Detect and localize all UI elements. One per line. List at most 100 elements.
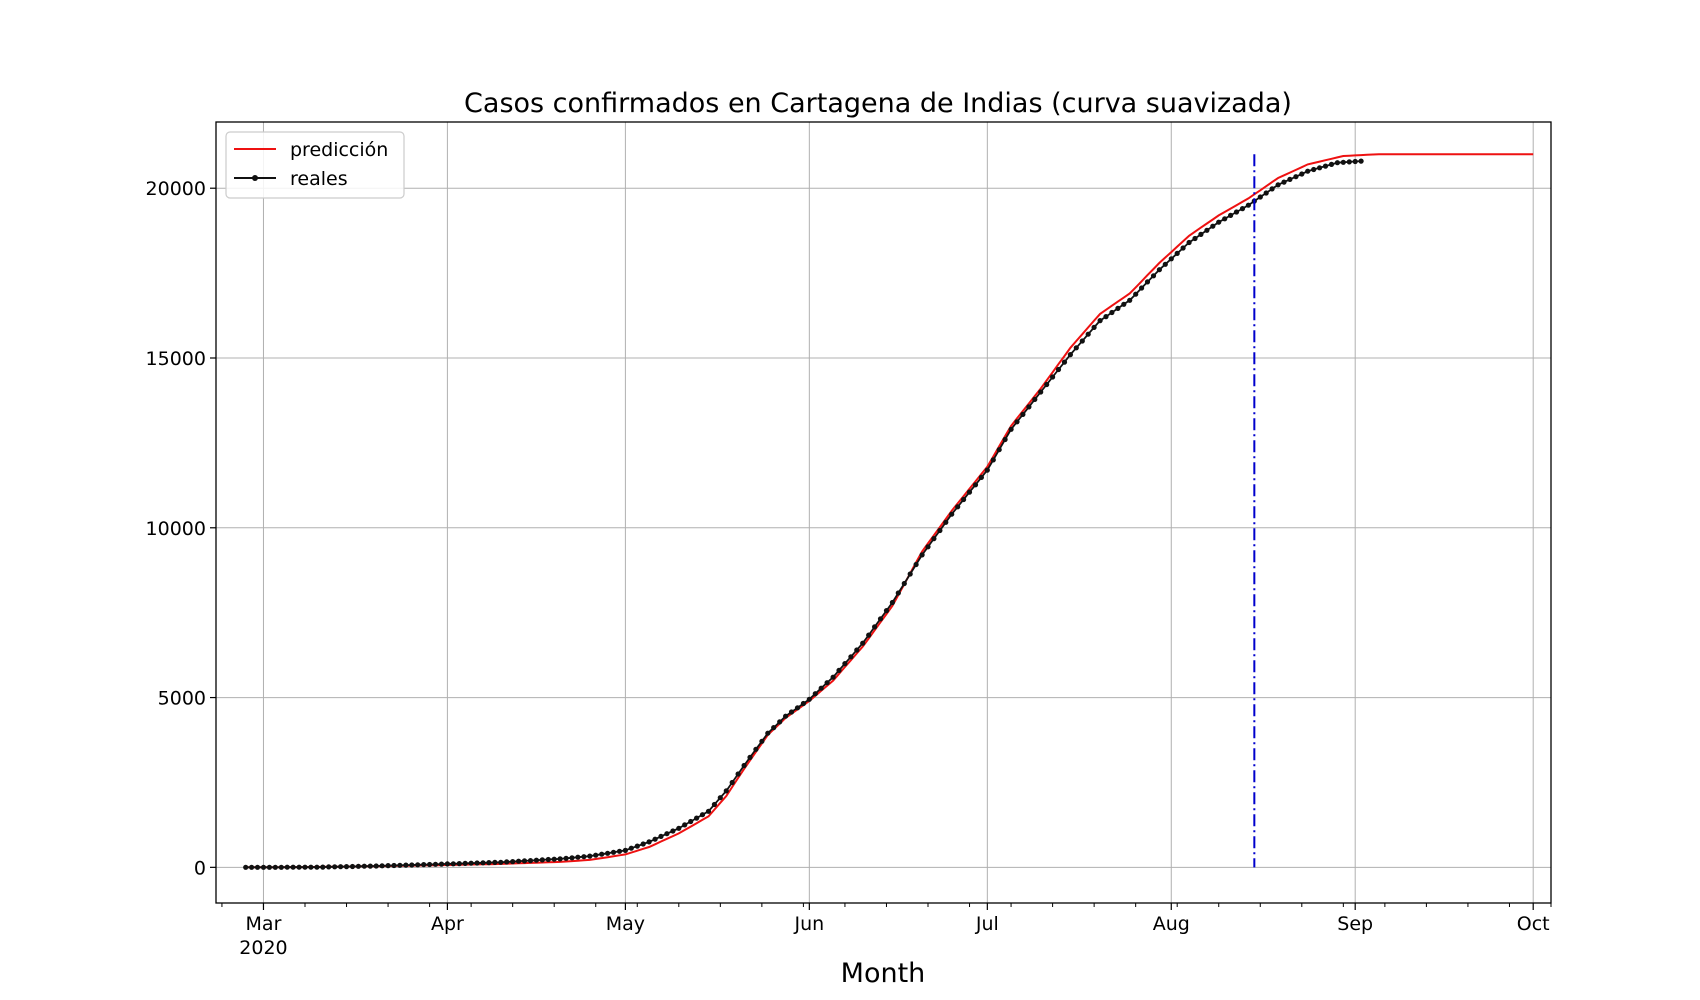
- y-tick-label: 15000: [146, 348, 206, 370]
- y-axis: 0 5000 10000 15000 20000: [146, 178, 216, 879]
- series-point-reales: [818, 685, 824, 691]
- series-point-reales: [1334, 160, 1340, 166]
- series-point-reales: [308, 864, 314, 870]
- series-point-reales: [338, 864, 344, 870]
- series-point-reales: [640, 841, 646, 847]
- legend-marker-reales: [252, 175, 258, 181]
- x-axis-label: Month: [841, 958, 926, 989]
- series-point-reales: [872, 624, 878, 630]
- series-point-reales: [1109, 309, 1115, 316]
- series-point-reales: [397, 862, 403, 868]
- series-point-reales: [1340, 159, 1346, 165]
- series-point-reales: [427, 861, 433, 868]
- series-point-reales: [1032, 396, 1038, 402]
- series-point-reales: [955, 504, 961, 510]
- series-point-reales: [676, 825, 682, 831]
- series-point-reales: [1097, 318, 1103, 324]
- series-point-reales: [735, 771, 741, 777]
- series-point-reales: [516, 858, 522, 864]
- series-point-reales: [616, 848, 623, 854]
- series-point-reales: [527, 858, 534, 864]
- series-point-reales: [1103, 314, 1109, 320]
- series-point-reales: [355, 863, 361, 869]
- series-point-reales: [646, 839, 652, 845]
- series-point-reales: [806, 696, 812, 702]
- series-point-reales: [605, 850, 611, 856]
- series-point-reales: [860, 640, 866, 646]
- series-point-reales: [610, 849, 617, 855]
- series-point-reales: [1233, 209, 1240, 215]
- series-point-reales: [1150, 273, 1157, 279]
- series-point-reales: [711, 801, 718, 808]
- legend: predicción reales: [225, 131, 405, 199]
- series-point-reales: [403, 862, 409, 868]
- series-point-reales: [551, 856, 557, 862]
- series-point-reales: [1317, 165, 1323, 171]
- series-point-reales: [1067, 352, 1073, 358]
- series-layer: [243, 153, 1534, 870]
- series-point-reales: [628, 845, 634, 851]
- series-point-reales: [717, 795, 723, 801]
- x-tick-label: Sep: [1337, 913, 1373, 935]
- x-tick-label: Aug: [1153, 913, 1190, 935]
- series-point-reales: [539, 857, 545, 863]
- series-point-reales: [937, 527, 943, 534]
- series-point-reales: [1263, 190, 1269, 196]
- series-point-reales: [373, 863, 379, 869]
- series-point-reales: [1192, 235, 1198, 242]
- series-point-reales: [432, 861, 439, 867]
- series-point-reales: [1275, 182, 1281, 188]
- series-point-reales: [1061, 359, 1068, 365]
- series-point-reales: [1055, 366, 1062, 373]
- series-point-reales: [563, 855, 569, 861]
- series-point-reales: [1358, 158, 1364, 164]
- series-point-reales: [895, 590, 901, 596]
- series-point-reales: [587, 853, 593, 859]
- series-point-reales: [1287, 176, 1293, 182]
- series-point-reales: [1293, 174, 1299, 180]
- series-point-reales: [1079, 338, 1085, 344]
- y-tick-label: 10000: [146, 518, 206, 540]
- series-point-reales: [254, 864, 261, 870]
- series-point-reales: [812, 691, 818, 697]
- series-point-reales: [504, 859, 510, 865]
- series-point-reales: [966, 489, 973, 495]
- series-point-reales: [1073, 345, 1079, 351]
- series-point-reales: [848, 654, 854, 660]
- y-tick-label: 5000: [158, 688, 206, 710]
- series-point-reales: [783, 713, 789, 719]
- series-point-reales: [1038, 389, 1044, 395]
- series-point-reales: [302, 864, 308, 870]
- series-point-reales: [1322, 163, 1329, 169]
- series-point-reales: [1186, 239, 1192, 246]
- series-point-reales: [1026, 404, 1032, 410]
- series-point-reales: [492, 859, 498, 866]
- series-point-reales: [1008, 426, 1014, 432]
- x-tick-label: Jul: [975, 913, 999, 935]
- series-point-reales: [931, 536, 937, 542]
- series-point-reales: [1115, 305, 1121, 311]
- series-point-reales: [741, 762, 747, 769]
- series-point-reales: [682, 822, 688, 828]
- series-point-reales: [284, 864, 290, 870]
- series-point-reales: [925, 544, 931, 550]
- series-point-reales: [919, 552, 925, 558]
- series-point-reales: [883, 608, 890, 614]
- series-point-reales: [652, 836, 658, 842]
- series-point-reales: [278, 864, 284, 870]
- series-point-reales: [901, 580, 907, 587]
- series-point-reales: [1180, 245, 1186, 251]
- chart-title: Casos confirmados en Cartagena de Indias…: [464, 88, 1292, 119]
- series-point-reales: [385, 863, 391, 869]
- plot-frame: [215, 121, 1552, 904]
- series-point-reales: [824, 680, 830, 686]
- x-tick-label: Oct: [1517, 913, 1550, 935]
- series-point-reales: [272, 864, 278, 870]
- series-point-reales: [468, 860, 474, 866]
- series-point-reales: [854, 647, 860, 653]
- series-point-reales: [1352, 158, 1358, 165]
- series-point-reales: [1050, 374, 1056, 380]
- series-point-reales: [1133, 291, 1139, 297]
- series-point-reales: [1014, 419, 1020, 425]
